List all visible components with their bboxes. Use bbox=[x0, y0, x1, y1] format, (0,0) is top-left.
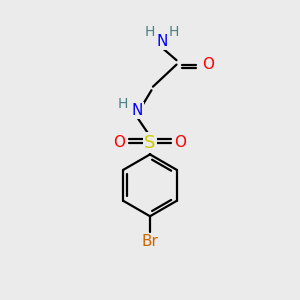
Text: O: O bbox=[175, 135, 187, 150]
Text: Br: Br bbox=[142, 234, 158, 249]
Text: O: O bbox=[113, 135, 125, 150]
Text: O: O bbox=[202, 57, 214, 72]
Text: H: H bbox=[117, 97, 128, 111]
Text: N: N bbox=[131, 103, 142, 118]
Text: H: H bbox=[168, 25, 179, 39]
Text: S: S bbox=[144, 134, 156, 152]
Text: H: H bbox=[145, 25, 155, 39]
Text: N: N bbox=[156, 34, 167, 49]
